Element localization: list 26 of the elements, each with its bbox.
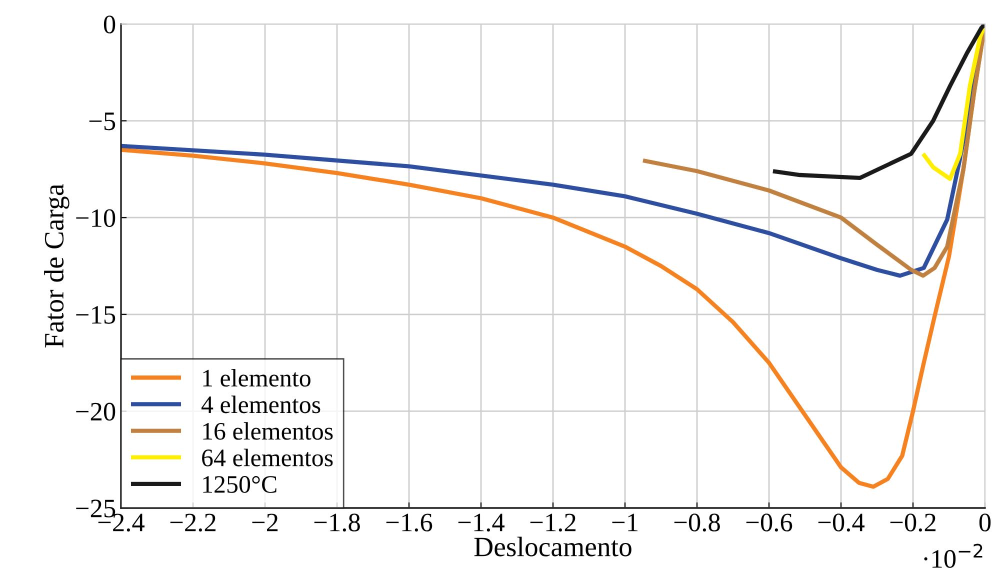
x-tick-label: −1	[612, 514, 638, 532]
y-tick-label: −10	[76, 209, 116, 228]
x-tick-label: −1.8	[314, 514, 360, 532]
y-tick-label: −15	[76, 306, 116, 324]
x-tick-label: 0	[979, 514, 991, 532]
text: ·10$^{−2}$	[924, 544, 982, 568]
y-axis-title: Fator de Carga	[44, 184, 70, 348]
x-tick-label: −0.8	[674, 514, 720, 532]
legend-label: 4 elementos	[201, 396, 320, 414]
legend-label: 64 elementos	[202, 448, 333, 466]
x-tick-label: −1.6	[386, 514, 432, 532]
line-series	[770, 24, 985, 180]
x-tick-label: −0.6	[746, 514, 792, 532]
y-tick-label: −5	[89, 112, 116, 130]
x-tick-label: −0.2	[890, 514, 936, 532]
y-tick-label: 0	[104, 16, 116, 34]
x-tick-label: −1.2	[530, 514, 576, 532]
x-axis-title: Deslocamento	[474, 536, 632, 556]
x-tick-label: −1.4	[458, 514, 505, 532]
x-tick-label: −2	[252, 514, 278, 532]
legend-label: 1 elemento	[203, 369, 310, 387]
y-tick-label: −20	[76, 402, 116, 421]
legend-label: 16 elementos	[203, 422, 333, 440]
x-tick-label: −0.4	[818, 514, 865, 532]
legend-label: 1250°C	[203, 476, 276, 493]
x-tick-label: −2.2	[170, 514, 216, 532]
